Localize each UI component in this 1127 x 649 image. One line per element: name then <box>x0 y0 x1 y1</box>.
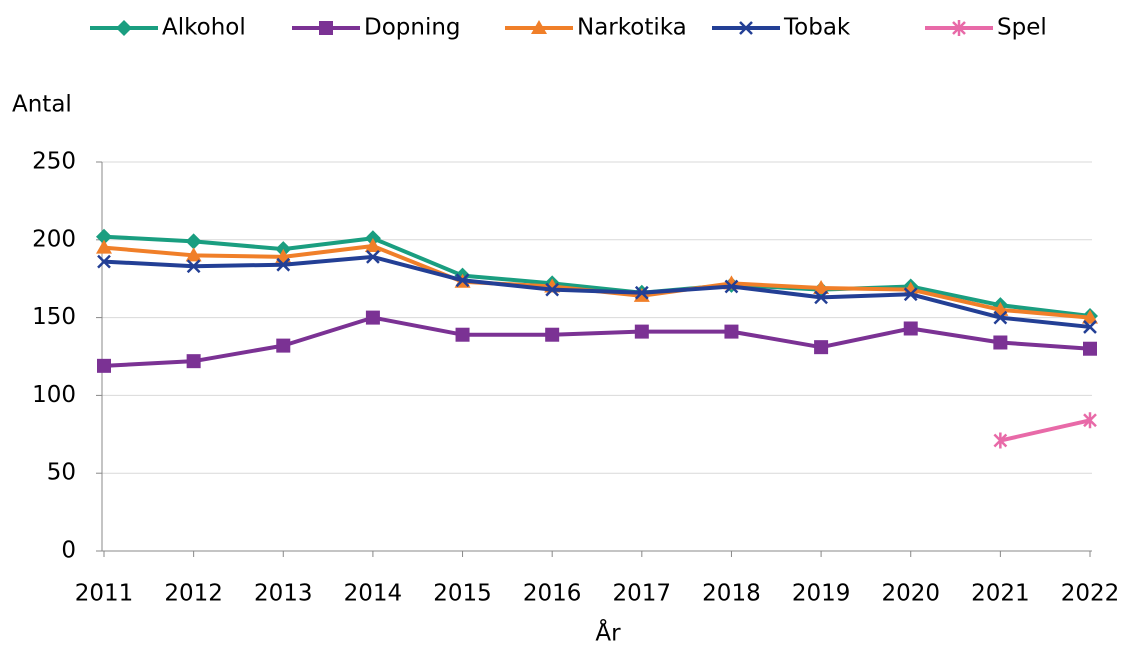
data-point <box>634 324 649 339</box>
legend-marker <box>531 20 547 34</box>
data-point <box>634 285 649 300</box>
y-axis-label: Antal <box>12 92 72 118</box>
data-point <box>993 310 1008 325</box>
data-point <box>1083 341 1097 356</box>
x-tick-label: 2018 <box>702 581 761 607</box>
data-point <box>455 327 470 342</box>
data-point <box>364 238 381 253</box>
legend-marker <box>952 20 966 36</box>
data-point <box>455 273 470 288</box>
data-point <box>724 279 739 294</box>
series-line <box>103 234 1091 319</box>
data-point <box>365 310 380 325</box>
data-point <box>96 228 112 245</box>
legend-label: Spel <box>997 15 1047 41</box>
y-tick-label: 50 <box>47 460 76 486</box>
x-tick-label: 2016 <box>523 581 582 607</box>
x-tick-label: 2021 <box>971 581 1030 607</box>
data-point <box>276 257 291 272</box>
data-point <box>97 254 111 269</box>
data-point <box>724 324 739 339</box>
x-tick-label: 2014 <box>344 581 403 607</box>
legend-marker <box>739 21 753 35</box>
data-point <box>185 233 202 250</box>
data-point <box>186 354 201 369</box>
data-point <box>814 340 829 355</box>
legend-label: Dopning <box>364 15 461 41</box>
legend-label: Alkohol <box>162 15 246 41</box>
data-point <box>276 338 291 353</box>
x-tick-label: 2011 <box>75 581 134 607</box>
data-point <box>96 239 112 254</box>
data-point <box>902 281 919 296</box>
data-point <box>1082 309 1098 324</box>
data-point <box>903 287 918 302</box>
x-tick-label: 2015 <box>433 581 492 607</box>
y-tick-label: 100 <box>32 382 76 408</box>
series-line <box>103 315 1091 368</box>
data-point <box>186 259 201 274</box>
x-tick-label: 2013 <box>254 581 313 607</box>
data-point <box>185 247 202 262</box>
x-tick-label: 2017 <box>613 581 672 607</box>
data-point <box>993 432 1008 449</box>
data-point <box>97 358 111 373</box>
x-tick-label: 2019 <box>792 581 851 607</box>
legend-marker <box>319 21 333 35</box>
legend-marker <box>116 20 132 36</box>
data-point <box>1083 412 1097 429</box>
data-point <box>545 282 560 297</box>
y-tick-label: 200 <box>32 226 76 252</box>
legend-label: Tobak <box>783 15 851 41</box>
x-tick-label: 2020 <box>881 581 940 607</box>
x-axis-label: År <box>595 619 621 647</box>
x-tick-label: 2022 <box>1061 581 1120 607</box>
y-tick-label: 0 <box>61 538 76 564</box>
data-point <box>366 250 380 264</box>
data-point <box>545 327 560 342</box>
series-line <box>999 418 1091 443</box>
legend-label: Narkotika <box>577 15 687 41</box>
y-tick-label: 150 <box>32 304 76 330</box>
data-point <box>903 321 918 336</box>
data-point <box>814 290 828 305</box>
series-line <box>103 244 1091 320</box>
data-point <box>1083 320 1097 334</box>
series-line <box>103 254 1091 329</box>
y-tick-label: 250 <box>32 149 76 175</box>
data-point <box>813 280 830 295</box>
data-point <box>993 335 1008 350</box>
x-tick-label: 2012 <box>164 581 223 607</box>
